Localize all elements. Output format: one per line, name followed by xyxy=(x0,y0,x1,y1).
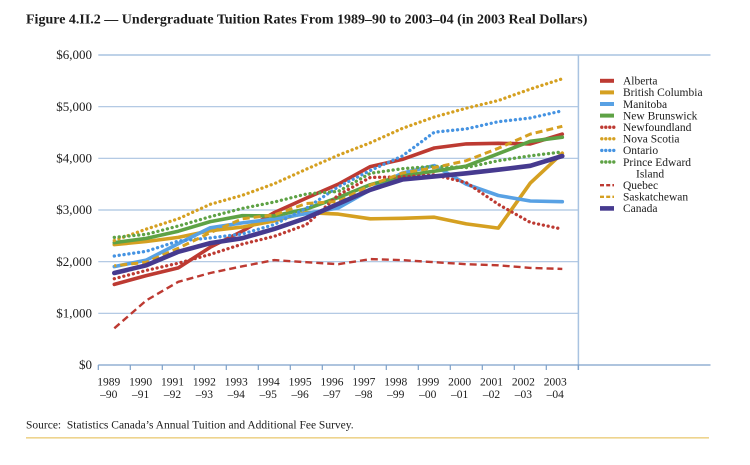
svg-text:1995: 1995 xyxy=(289,377,312,389)
svg-text:$4,000: $4,000 xyxy=(56,151,92,166)
svg-text:–02: –02 xyxy=(482,389,501,401)
svg-text:1994: 1994 xyxy=(257,377,280,389)
svg-text:–99: –99 xyxy=(386,389,405,401)
svg-text:–90: –90 xyxy=(99,389,118,401)
svg-text:1991: 1991 xyxy=(161,377,184,389)
svg-text:British Columbia: British Columbia xyxy=(623,87,703,99)
svg-text:$6,000: $6,000 xyxy=(56,47,92,62)
svg-text:2002: 2002 xyxy=(512,377,535,389)
svg-text:–01: –01 xyxy=(450,389,469,401)
svg-text:Canada: Canada xyxy=(623,203,657,215)
svg-text:1997: 1997 xyxy=(352,377,375,389)
svg-text:2000: 2000 xyxy=(448,377,471,389)
svg-text:2003: 2003 xyxy=(544,377,567,389)
svg-text:–95: –95 xyxy=(259,389,278,401)
svg-text:Source: Statistics Canada’s A: Source: Statistics Canada’s Annual Tuiti… xyxy=(26,420,354,432)
svg-text:$1,000: $1,000 xyxy=(56,306,92,321)
svg-text:–00: –00 xyxy=(418,389,437,401)
svg-text:Prince Edward: Prince Edward xyxy=(623,157,691,169)
svg-text:–03: –03 xyxy=(514,389,533,401)
svg-text:–04: –04 xyxy=(546,389,565,401)
svg-text:Alberta: Alberta xyxy=(623,76,657,88)
svg-text:Manitoba: Manitoba xyxy=(623,99,667,111)
svg-text:–97: –97 xyxy=(322,389,341,401)
svg-text:$2,000: $2,000 xyxy=(56,254,92,269)
svg-text:Saskatchewan: Saskatchewan xyxy=(623,192,688,204)
svg-text:1992: 1992 xyxy=(193,377,216,389)
svg-text:–92: –92 xyxy=(163,389,182,401)
svg-text:–96: –96 xyxy=(290,389,309,401)
svg-text:$5,000: $5,000 xyxy=(56,99,92,114)
svg-text:$0: $0 xyxy=(79,357,92,372)
svg-text:Quebec: Quebec xyxy=(623,180,658,192)
svg-text:1993: 1993 xyxy=(225,377,248,389)
svg-text:Newfoundland: Newfoundland xyxy=(623,122,692,134)
svg-text:1996: 1996 xyxy=(321,377,344,389)
svg-text:New Brunswick: New Brunswick xyxy=(623,110,698,122)
svg-text:1990: 1990 xyxy=(129,377,152,389)
svg-text:–93: –93 xyxy=(195,389,214,401)
svg-text:Nova Scotia: Nova Scotia xyxy=(623,134,680,146)
svg-text:1999: 1999 xyxy=(416,377,439,389)
svg-text:Ontario: Ontario xyxy=(623,145,658,157)
svg-text:–94: –94 xyxy=(227,389,246,401)
svg-text:–91: –91 xyxy=(131,389,150,401)
svg-text:–98: –98 xyxy=(354,389,373,401)
svg-text:1998: 1998 xyxy=(384,377,407,389)
svg-text:1989: 1989 xyxy=(97,377,120,389)
svg-text:Island: Island xyxy=(636,168,664,180)
svg-text:Figure 4.II.2 — Undergraduate: Figure 4.II.2 — Undergraduate Tuition Ra… xyxy=(26,13,588,28)
svg-text:2001: 2001 xyxy=(480,377,503,389)
svg-text:$3,000: $3,000 xyxy=(56,202,92,217)
